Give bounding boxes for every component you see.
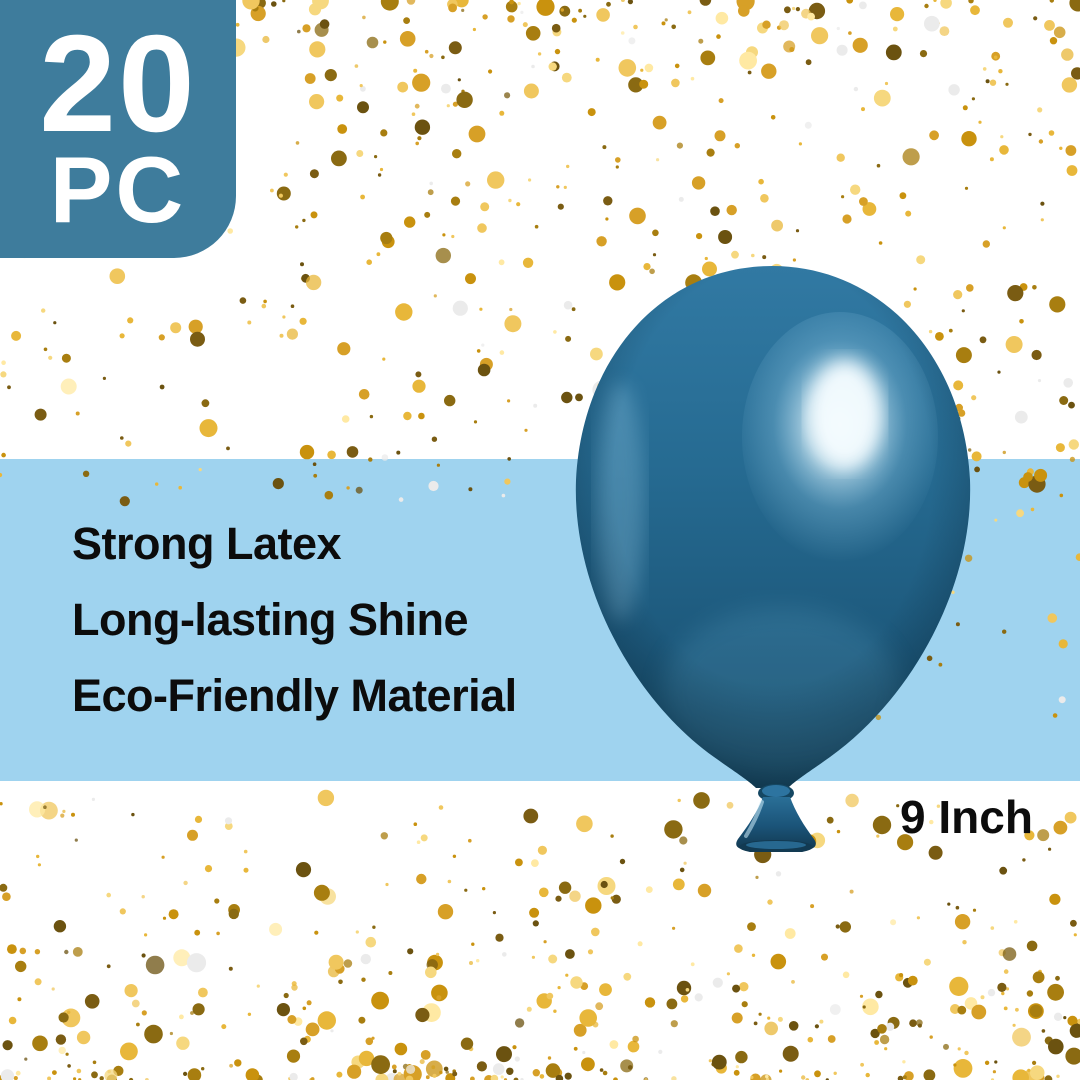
balloon-image: [575, 266, 971, 852]
feature-strong-latex: Strong Latex: [72, 518, 342, 569]
balloon-knot: [736, 784, 816, 852]
quantity-count: 20: [39, 6, 197, 161]
feature-lasting-shine: Long-lasting Shine: [72, 594, 468, 645]
size-label: 9 Inch: [900, 791, 1033, 843]
quantity-badge: 20 PC: [0, 0, 236, 258]
feature-eco-material: Eco-Friendly Material: [72, 670, 517, 721]
quantity-unit: PC: [49, 137, 187, 243]
feature-list: Strong Latex Long-lasting Shine Eco-Frie…: [72, 459, 517, 781]
